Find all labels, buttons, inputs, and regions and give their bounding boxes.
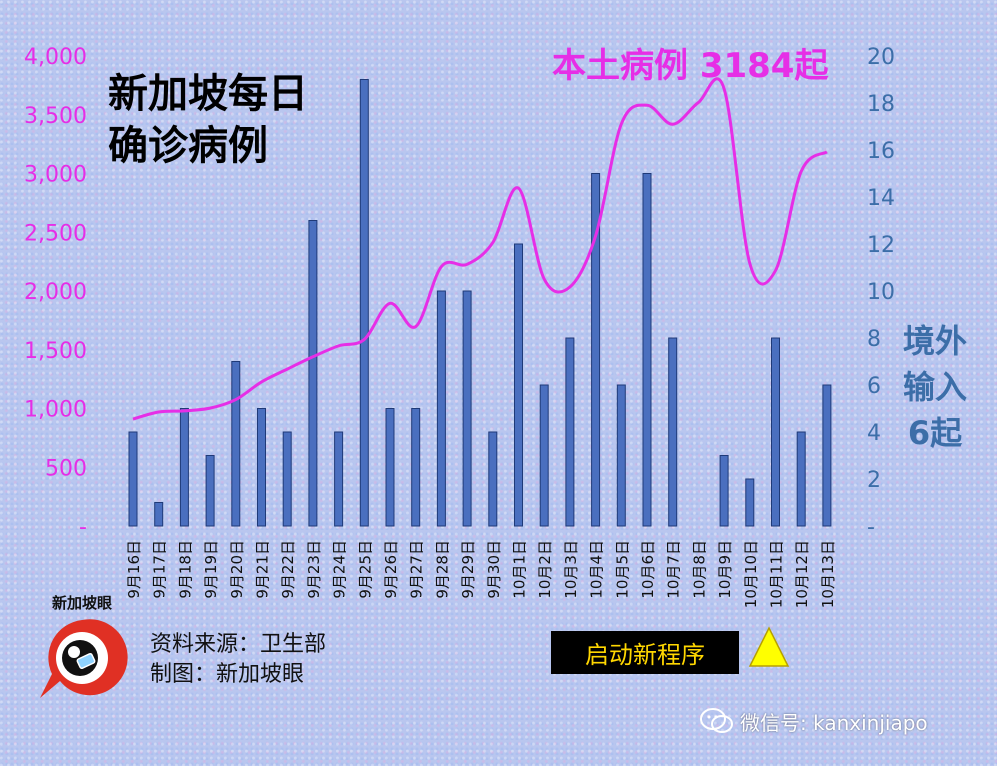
imported-bar bbox=[179, 408, 189, 527]
source-text: 资料来源：卫生部 bbox=[150, 632, 327, 657]
imported-label-line-2: 输入 bbox=[902, 368, 967, 406]
source-note: 资料来源：卫生部 制图：新加坡眼 bbox=[150, 630, 326, 690]
x-tick-label: 10月5日 bbox=[613, 540, 631, 599]
x-tick-label: 9月26日 bbox=[382, 540, 400, 599]
left-tick-label: 1,000 bbox=[24, 398, 87, 423]
local-cases-line bbox=[132, 77, 828, 421]
right-tick-label: 4 bbox=[867, 421, 881, 446]
wechat-id-text: 微信号: kanxinjiapo bbox=[740, 710, 928, 735]
imported-cases-label: 境外 输入 6起 bbox=[890, 318, 980, 456]
right-tick-label: 12 bbox=[867, 233, 895, 258]
x-tick-label: 10月7日 bbox=[665, 540, 683, 599]
x-tick-label: 9月27日 bbox=[408, 540, 426, 599]
warning-triangle-icon bbox=[748, 626, 790, 667]
left-tick-label: 500 bbox=[45, 456, 87, 481]
wechat-icon bbox=[700, 708, 733, 733]
made-by-text: 制图：新加坡眼 bbox=[150, 662, 305, 687]
imported-bar bbox=[334, 431, 344, 527]
left-tick-label: 4,000 bbox=[24, 45, 87, 70]
imported-bar bbox=[359, 79, 369, 527]
imported-bar bbox=[591, 173, 601, 527]
title-line-2: 确诊病例 bbox=[108, 123, 268, 169]
left-tick-label: - bbox=[79, 515, 87, 540]
x-tick-label: 9月25日 bbox=[356, 540, 374, 599]
x-tick-label: 9月23日 bbox=[305, 540, 323, 599]
x-tick-label: 9月30日 bbox=[485, 540, 503, 599]
x-tick-label: 10月13日 bbox=[819, 540, 837, 608]
right-tick-label: 18 bbox=[867, 92, 895, 117]
x-tick-label: 9月24日 bbox=[331, 540, 349, 599]
imported-bar bbox=[462, 290, 472, 527]
imported-bars bbox=[128, 79, 832, 527]
imported-bar bbox=[231, 361, 241, 527]
left-tick-label: 3,000 bbox=[24, 163, 87, 188]
imported-bar bbox=[436, 290, 446, 527]
right-tick-label: 16 bbox=[867, 139, 895, 164]
x-tick-label: 10月2日 bbox=[536, 540, 554, 599]
x-tick-label: 10月4日 bbox=[588, 540, 606, 599]
right-tick-label: 14 bbox=[867, 186, 895, 211]
imported-label-line-3: 6起 bbox=[907, 414, 963, 452]
imported-label-line-1: 境外 bbox=[902, 322, 967, 360]
imported-bar bbox=[719, 455, 729, 527]
left-tick-label: 3,500 bbox=[24, 104, 87, 129]
imported-bar bbox=[539, 384, 549, 527]
x-tick-label: 10月8日 bbox=[690, 540, 708, 599]
brand-logo-icon: 新加坡眼 bbox=[40, 594, 128, 698]
left-tick-label: 1,500 bbox=[24, 339, 87, 364]
x-tick-label: 9月16日 bbox=[125, 540, 143, 599]
x-tick-label: 9月22日 bbox=[279, 540, 297, 599]
x-tick-label: 9月21日 bbox=[254, 540, 272, 599]
imported-bar bbox=[771, 337, 780, 527]
imported-bar bbox=[668, 337, 678, 527]
imported-bar bbox=[796, 431, 806, 527]
imported-bar bbox=[822, 384, 832, 527]
local-cases-label: 本土病例 3184起 bbox=[552, 46, 829, 86]
x-tick-label: 9月28日 bbox=[433, 540, 451, 599]
imported-bar bbox=[308, 220, 318, 527]
right-axis: - 2 4 6 8 10 12 14 16 18 20 bbox=[867, 45, 895, 540]
imported-bar bbox=[282, 431, 292, 527]
x-tick-label: 10月6日 bbox=[639, 540, 657, 599]
imported-bar bbox=[411, 408, 421, 527]
imported-bar bbox=[514, 243, 523, 527]
imported-bar bbox=[257, 408, 266, 527]
imported-bar bbox=[745, 478, 755, 527]
x-tick-label: 10月3日 bbox=[562, 540, 580, 599]
x-tick-label: 9月19日 bbox=[202, 540, 220, 599]
x-axis-labels: 9月16日 9月17日 9月18日 9月19日 9月20日 9月21日 9月22日 9月23日… bbox=[125, 540, 837, 608]
imported-bar bbox=[385, 408, 395, 527]
left-tick-label: 2,000 bbox=[24, 280, 87, 305]
logo-text: 新加坡眼 bbox=[52, 594, 112, 612]
x-tick-label: 9月17日 bbox=[151, 540, 169, 599]
imported-bar bbox=[205, 455, 215, 527]
right-tick-label: - bbox=[867, 515, 875, 540]
x-tick-label: 10月10日 bbox=[742, 540, 760, 608]
x-tick-label: 10月11日 bbox=[768, 540, 786, 608]
title-line-1: 新加坡每日 bbox=[108, 71, 308, 117]
imported-bar bbox=[642, 173, 652, 527]
right-tick-label: 10 bbox=[867, 280, 895, 305]
x-tick-label: 9月20日 bbox=[228, 540, 246, 599]
new-program-badge: 启动新程序 bbox=[551, 631, 739, 674]
right-tick-label: 2 bbox=[867, 468, 881, 493]
imported-bar bbox=[154, 502, 164, 527]
x-tick-label: 10月9日 bbox=[716, 540, 734, 599]
wechat-watermark: 微信号: kanxinjiapo bbox=[700, 706, 928, 736]
x-tick-label: 9月18日 bbox=[176, 540, 194, 599]
x-tick-label: 10月12日 bbox=[793, 540, 811, 608]
x-tick-label: 10月1日 bbox=[511, 540, 529, 599]
right-tick-label: 6 bbox=[867, 374, 881, 399]
imported-bar bbox=[488, 431, 498, 527]
left-axis: - 500 1,000 1,500 2,000 2,500 3,000 3,500 4,000 bbox=[24, 45, 87, 540]
chart-title: 新加坡每日 确诊病例 bbox=[108, 68, 358, 172]
left-tick-label: 2,500 bbox=[24, 221, 87, 246]
imported-bar bbox=[128, 431, 138, 527]
right-tick-label: 8 bbox=[867, 327, 881, 352]
imported-bar bbox=[565, 337, 575, 527]
imported-bar bbox=[616, 384, 626, 527]
right-tick-label: 20 bbox=[867, 45, 895, 70]
x-tick-label: 9月29日 bbox=[459, 540, 477, 599]
